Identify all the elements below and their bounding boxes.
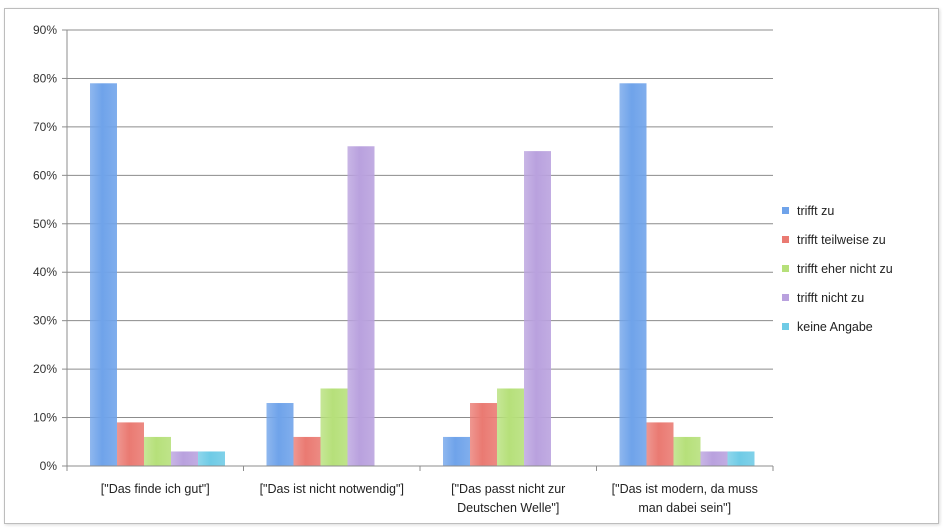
bar-trifft-eher-nicht-zu-4	[673, 436, 701, 466]
y-tick-label: 60%	[33, 168, 57, 182]
bars	[90, 83, 755, 467]
bar-trifft-zu-2	[266, 403, 294, 466]
y-tick-label: 70%	[33, 120, 57, 134]
bar-trifft-nicht-zu-1	[171, 451, 198, 466]
bar-trifft-teilweise-zu-1	[117, 422, 144, 466]
bar-trifft-eher-nicht-zu-3	[497, 388, 524, 466]
bar-trifft-nicht-zu-2	[347, 146, 375, 466]
bar-chart: 0% 10% 20% 30% 40% 50% 60% 70% 80% 90% ["Das find…	[33, 23, 893, 515]
category-label: ["Das passt nicht zur Deutschen Welle"]	[451, 482, 565, 515]
bar-keine-angabe-4	[727, 451, 755, 466]
category-label: ["Das ist nicht notwendig"]	[260, 482, 404, 496]
y-tick-label: 20%	[33, 362, 57, 376]
legend-label: keine Angabe	[797, 320, 873, 334]
legend-item-trifft-nicht-zu: trifft nicht zu	[782, 291, 864, 305]
legend-swatch	[782, 294, 789, 301]
bar-trifft-zu-3	[443, 436, 470, 466]
category-labels: ["Das finde ich gut"] ["Das ist nicht not…	[101, 482, 758, 515]
legend-swatch	[782, 236, 789, 243]
bar-trifft-zu-4	[619, 83, 647, 467]
legend-label: trifft teilweise zu	[797, 233, 886, 247]
legend-label: trifft zu	[797, 204, 834, 218]
gridlines	[67, 29, 773, 419]
chart-frame: 0% 10% 20% 30% 40% 50% 60% 70% 80% 90% ["Das find…	[4, 8, 939, 524]
legend-label: trifft eher nicht zu	[797, 262, 893, 276]
y-tick-label: 50%	[33, 217, 57, 231]
category-label: ["Das ist modern, da muss man dabei sein"…	[612, 482, 758, 515]
bar-trifft-teilweise-zu-4	[646, 422, 674, 466]
bar-trifft-eher-nicht-zu-2	[320, 388, 348, 466]
y-tick-label: 0%	[40, 459, 58, 473]
legend-label: trifft nicht zu	[797, 291, 864, 305]
legend-item-trifft-teilweise-zu: trifft teilweise zu	[782, 233, 886, 247]
legend-swatch	[782, 207, 789, 214]
y-axis-ticks: 0% 10% 20% 30% 40% 50% 60% 70% 80% 90%	[33, 23, 67, 473]
y-tick-label: 80%	[33, 71, 57, 85]
y-tick-label: 10%	[33, 411, 57, 425]
legend-item-trifft-zu: trifft zu	[782, 204, 834, 218]
bar-trifft-nicht-zu-4	[700, 451, 728, 466]
bar-trifft-teilweise-zu-3	[470, 403, 497, 466]
bar-keine-angabe-1	[198, 451, 225, 466]
bar-trifft-teilweise-zu-2	[293, 436, 321, 466]
x-axis	[66, 30, 774, 471]
bar-trifft-eher-nicht-zu-1	[144, 436, 171, 466]
legend-item-keine-angabe: keine Angabe	[782, 320, 873, 334]
bar-trifft-nicht-zu-3	[524, 151, 551, 466]
legend-swatch	[782, 265, 789, 272]
bar-trifft-zu-1	[90, 83, 117, 467]
legend-swatch	[782, 323, 789, 330]
y-tick-label: 40%	[33, 265, 57, 279]
legend: trifft zu trifft teilweise zu trifft eher …	[782, 204, 893, 334]
legend-item-trifft-eher-nicht-zu: trifft eher nicht zu	[782, 262, 893, 276]
y-tick-label: 30%	[33, 314, 57, 328]
category-label: ["Das finde ich gut"]	[101, 482, 210, 496]
y-tick-label: 90%	[33, 23, 57, 37]
